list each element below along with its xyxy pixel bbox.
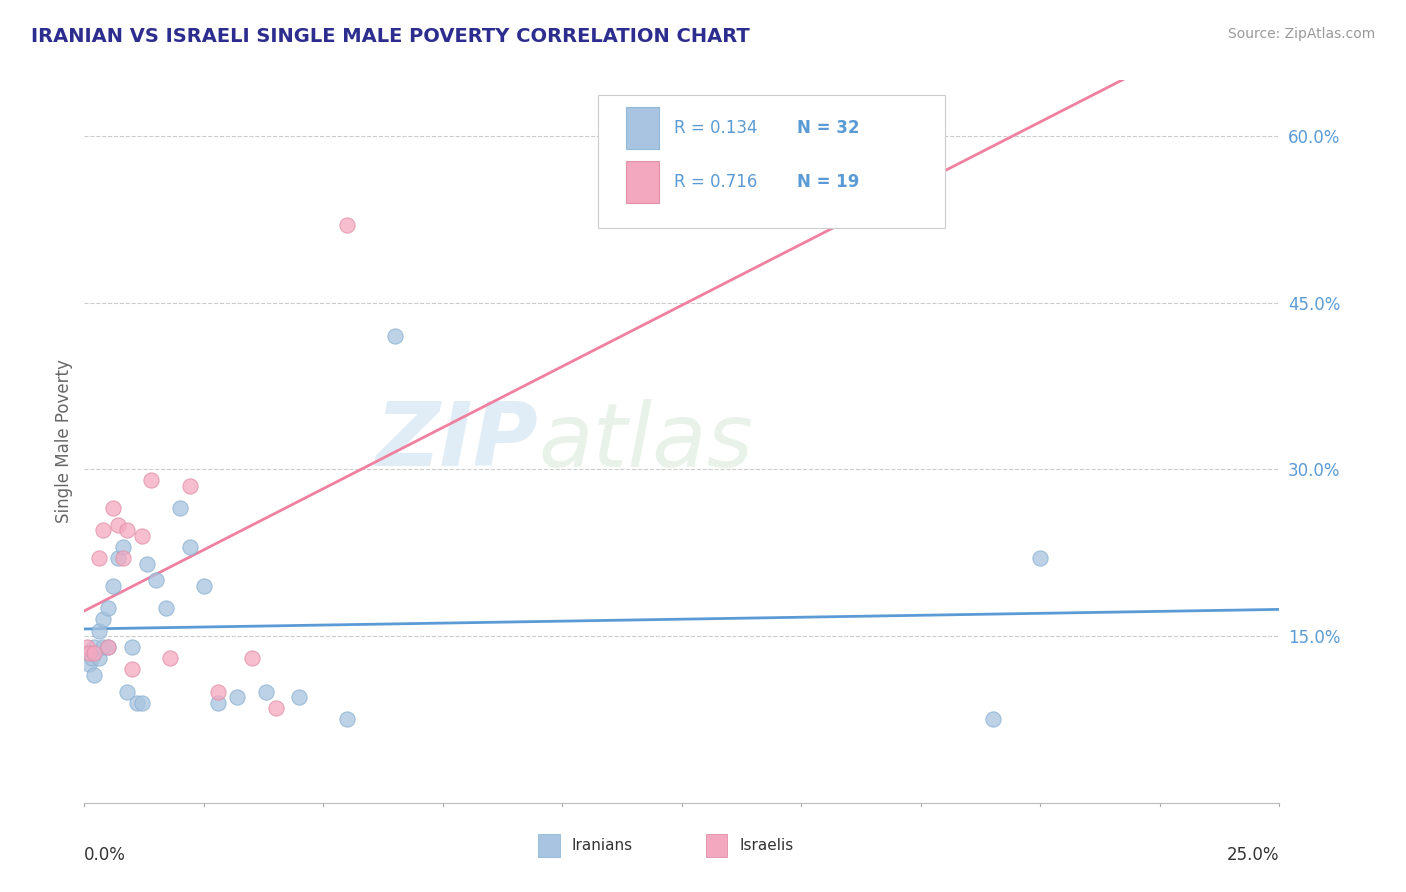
Text: IRANIAN VS ISRAELI SINGLE MALE POVERTY CORRELATION CHART: IRANIAN VS ISRAELI SINGLE MALE POVERTY C…	[31, 27, 749, 45]
Text: 25.0%: 25.0%	[1227, 847, 1279, 864]
Point	[83, 640, 105, 655]
Point	[159, 651, 181, 665]
Point	[111, 551, 134, 566]
Point	[101, 501, 124, 516]
Bar	[538, 834, 560, 857]
Point	[179, 540, 201, 554]
Point	[77, 657, 100, 671]
Text: 0.0%: 0.0%	[84, 847, 127, 864]
Point	[336, 713, 359, 727]
Bar	[626, 161, 659, 203]
Point	[121, 662, 143, 676]
Text: Source: ZipAtlas.com: Source: ZipAtlas.com	[1227, 27, 1375, 41]
Point	[87, 624, 110, 638]
Point	[155, 601, 177, 615]
Text: Israelis: Israelis	[740, 838, 793, 853]
Point	[117, 684, 139, 698]
Point	[193, 579, 215, 593]
Point	[240, 651, 263, 665]
Point	[117, 524, 139, 538]
Text: N = 32: N = 32	[797, 119, 859, 137]
Text: atlas: atlas	[538, 399, 754, 484]
Point	[288, 690, 311, 705]
Text: ZIP: ZIP	[375, 398, 538, 485]
Point	[226, 690, 249, 705]
Bar	[706, 834, 727, 857]
Point	[87, 651, 110, 665]
Point	[1029, 551, 1052, 566]
Point	[207, 696, 229, 710]
Text: R = 0.716: R = 0.716	[673, 173, 756, 191]
Point	[107, 551, 129, 566]
Point	[121, 640, 143, 655]
Point	[93, 524, 115, 538]
Point	[125, 696, 148, 710]
Text: R = 0.134: R = 0.134	[673, 119, 756, 137]
Point	[93, 612, 115, 626]
Point	[97, 640, 120, 655]
Point	[179, 479, 201, 493]
Point	[141, 474, 163, 488]
Point	[336, 218, 359, 232]
Point	[981, 713, 1004, 727]
Point	[76, 640, 98, 655]
Text: N = 19: N = 19	[797, 173, 859, 191]
Point	[131, 529, 153, 543]
Point	[87, 551, 110, 566]
Point	[254, 684, 277, 698]
Point	[264, 701, 287, 715]
Point	[384, 329, 406, 343]
Point	[101, 579, 124, 593]
Point	[83, 646, 105, 660]
Point	[169, 501, 191, 516]
Y-axis label: Single Male Poverty: Single Male Poverty	[55, 359, 73, 524]
FancyBboxPatch shape	[599, 95, 945, 228]
Point	[107, 517, 129, 532]
Point	[145, 574, 167, 588]
Point	[97, 640, 120, 655]
Point	[131, 696, 153, 710]
Point	[80, 651, 103, 665]
Point	[83, 668, 105, 682]
Point	[97, 601, 120, 615]
Point	[111, 540, 134, 554]
Bar	[626, 107, 659, 149]
Point	[93, 640, 115, 655]
Point	[135, 557, 157, 571]
Point	[77, 646, 100, 660]
Point	[207, 684, 229, 698]
Text: Iranians: Iranians	[572, 838, 633, 853]
Point	[76, 646, 98, 660]
